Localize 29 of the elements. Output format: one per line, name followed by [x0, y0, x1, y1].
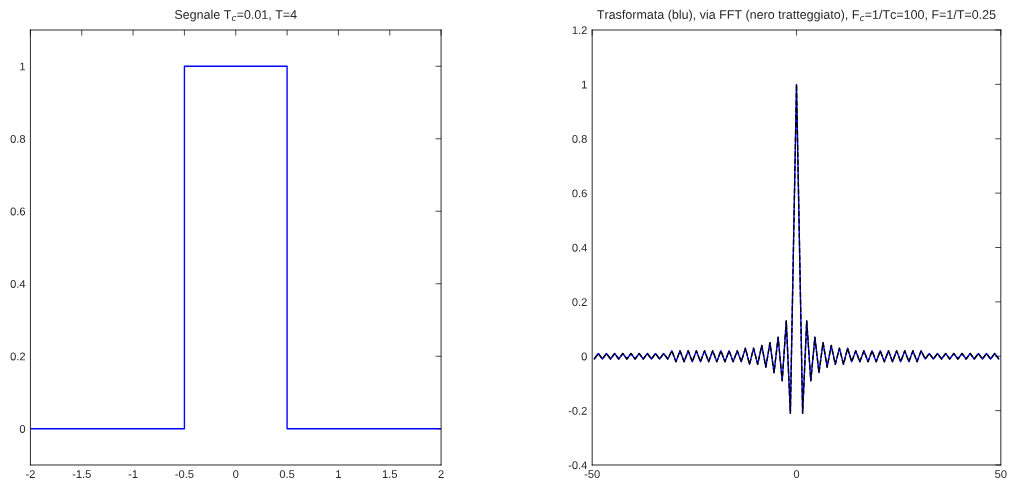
x-tick-label: 1	[336, 470, 341, 478]
y-tick-label: 0.2	[10, 352, 25, 361]
x-tick-label: 50	[995, 470, 1007, 479]
y-tick-label: 0	[19, 425, 26, 433]
x-tick-label: -50	[584, 470, 600, 479]
x-tick-label: 0	[793, 470, 800, 479]
y-tick-label: 0	[581, 352, 587, 361]
y-tick-label: 0.6	[572, 189, 587, 198]
x-tick-label: -2	[25, 470, 35, 478]
chart-title: Trasformata (blu), via FFT (nero tratteggiato), F$_{c}$=1/Tc=100, F=1/T=0.25	[597, 9, 996, 22]
y-tick-label: 0.2	[572, 298, 587, 307]
x-tick-label: 1.5	[382, 470, 398, 479]
x-tick-label: -0.5	[175, 470, 194, 479]
x-tick-label: 0.5	[279, 470, 295, 479]
y-tick-label: 1	[20, 62, 26, 71]
x-tick-label: 2	[438, 470, 444, 478]
x-tick-label: -1.5	[72, 470, 91, 479]
chart-title: Segnale T$_{c}$=0.01, T=4	[174, 9, 297, 22]
y-tick-label: 1.2	[572, 26, 587, 35]
y-tick-label: -0.2	[568, 406, 587, 415]
y-tick-label: 0.8	[10, 135, 26, 143]
y-tick-label: 1	[581, 80, 587, 89]
x-tick-label: -1	[128, 470, 138, 478]
y-tick-label: 0.8	[572, 135, 587, 143]
y-tick-label: 0.6	[10, 207, 26, 216]
x-tick-label: 0	[233, 470, 239, 479]
y-tick-label: 0.4	[10, 280, 26, 288]
y-tick-label: -0.4	[568, 461, 587, 470]
y-tick-label: 0.4	[572, 243, 587, 252]
